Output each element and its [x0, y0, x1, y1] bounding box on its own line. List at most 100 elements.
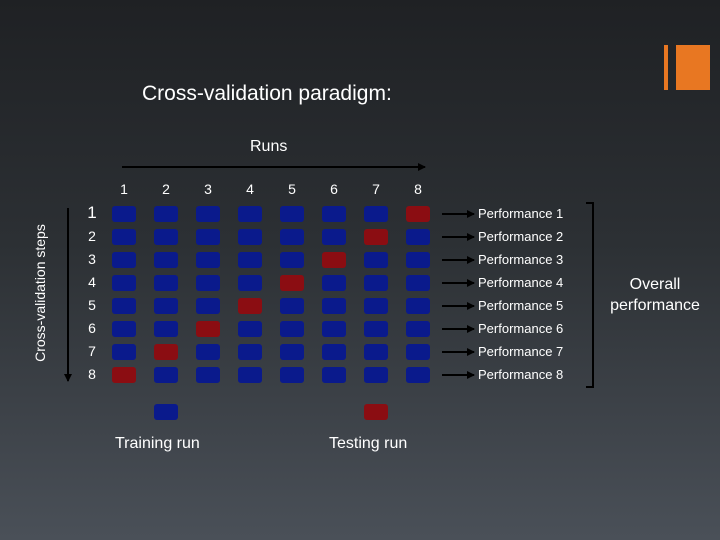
testing-run-block — [196, 321, 220, 337]
testing-run-block — [238, 298, 262, 314]
step-label: 5 — [88, 297, 96, 313]
legend-testing-block — [364, 404, 388, 420]
training-run-block — [196, 367, 220, 383]
overall-label-line: performance — [610, 297, 700, 314]
training-run-block — [406, 275, 430, 291]
training-run-block — [196, 252, 220, 268]
training-run-block — [364, 367, 388, 383]
overall-label-line: Overall — [629, 276, 681, 293]
testing-run-block — [406, 206, 430, 222]
training-run-block — [154, 206, 178, 222]
step-label: 1 — [87, 203, 97, 222]
training-run-block — [238, 229, 262, 245]
step-label: 7 — [88, 343, 96, 359]
step-label: 2 — [88, 228, 96, 244]
page-title: Cross-validation paradigm: — [142, 82, 392, 105]
run-label: 4 — [246, 181, 254, 197]
legend-training-block — [154, 404, 178, 420]
training-run-block — [112, 206, 136, 222]
training-run-block — [112, 321, 136, 337]
training-run-block — [196, 229, 220, 245]
training-run-block — [280, 206, 304, 222]
training-run-block — [112, 275, 136, 291]
step-label: 4 — [88, 274, 96, 290]
training-run-block — [406, 252, 430, 268]
step-label: 3 — [88, 251, 96, 267]
training-run-block — [280, 298, 304, 314]
training-run-block — [112, 229, 136, 245]
performance-label: Performance 1 — [478, 206, 564, 221]
training-run-block — [196, 344, 220, 360]
training-run-block — [322, 298, 346, 314]
training-run-block — [112, 252, 136, 268]
legend-training-label: Training run — [115, 435, 200, 452]
training-run-block — [322, 367, 346, 383]
performance-label: Performance 5 — [478, 298, 564, 313]
training-run-block — [154, 275, 178, 291]
accent-bar-thick — [676, 45, 710, 90]
training-run-block — [322, 275, 346, 291]
training-run-block — [196, 206, 220, 222]
run-label: 8 — [414, 181, 422, 197]
training-run-block — [280, 367, 304, 383]
training-run-block — [406, 298, 430, 314]
training-run-block — [406, 344, 430, 360]
training-run-block — [280, 344, 304, 360]
accent-bar-thin — [664, 45, 668, 90]
training-run-block — [154, 321, 178, 337]
overall-performance-label: Overall performance — [600, 274, 710, 316]
training-run-block — [280, 252, 304, 268]
performance-label: Performance 2 — [478, 229, 564, 244]
training-run-block — [112, 298, 136, 314]
training-run-block — [154, 229, 178, 245]
training-run-block — [154, 298, 178, 314]
training-run-block — [322, 206, 346, 222]
training-run-block — [322, 321, 346, 337]
training-run-block — [238, 206, 262, 222]
training-run-block — [154, 252, 178, 268]
run-label: 6 — [330, 181, 338, 197]
runs-axis-label: Runs — [250, 138, 288, 155]
run-label: 2 — [162, 181, 170, 197]
performance-label: Performance 6 — [478, 321, 564, 336]
training-run-block — [364, 344, 388, 360]
testing-run-block — [322, 252, 346, 268]
training-run-block — [364, 298, 388, 314]
training-run-block — [112, 344, 136, 360]
training-run-block — [238, 367, 262, 383]
step-label: 8 — [88, 366, 96, 382]
testing-run-block — [154, 344, 178, 360]
training-run-block — [280, 321, 304, 337]
run-label: 7 — [372, 181, 380, 197]
training-run-block — [238, 252, 262, 268]
training-run-block — [322, 229, 346, 245]
overall-bracket — [586, 202, 594, 388]
training-run-block — [238, 275, 262, 291]
training-run-block — [196, 275, 220, 291]
performance-label: Performance 7 — [478, 344, 564, 359]
testing-run-block — [112, 367, 136, 383]
training-run-block — [364, 252, 388, 268]
training-run-block — [238, 321, 262, 337]
run-label: 3 — [204, 181, 212, 197]
training-run-block — [364, 206, 388, 222]
training-run-block — [406, 321, 430, 337]
training-run-block — [406, 367, 430, 383]
training-run-block — [238, 344, 262, 360]
performance-label: Performance 3 — [478, 252, 564, 267]
step-label: 6 — [88, 320, 96, 336]
training-run-block — [406, 229, 430, 245]
legend-testing-label: Testing run — [329, 435, 408, 452]
training-run-block — [364, 275, 388, 291]
testing-run-block — [364, 229, 388, 245]
performance-label: Performance 8 — [478, 367, 564, 382]
testing-run-block — [280, 275, 304, 291]
training-run-block — [322, 344, 346, 360]
training-run-block — [280, 229, 304, 245]
training-run-block — [364, 321, 388, 337]
run-label: 1 — [120, 181, 128, 197]
training-run-block — [196, 298, 220, 314]
training-run-block — [154, 367, 178, 383]
run-label: 5 — [288, 181, 296, 197]
